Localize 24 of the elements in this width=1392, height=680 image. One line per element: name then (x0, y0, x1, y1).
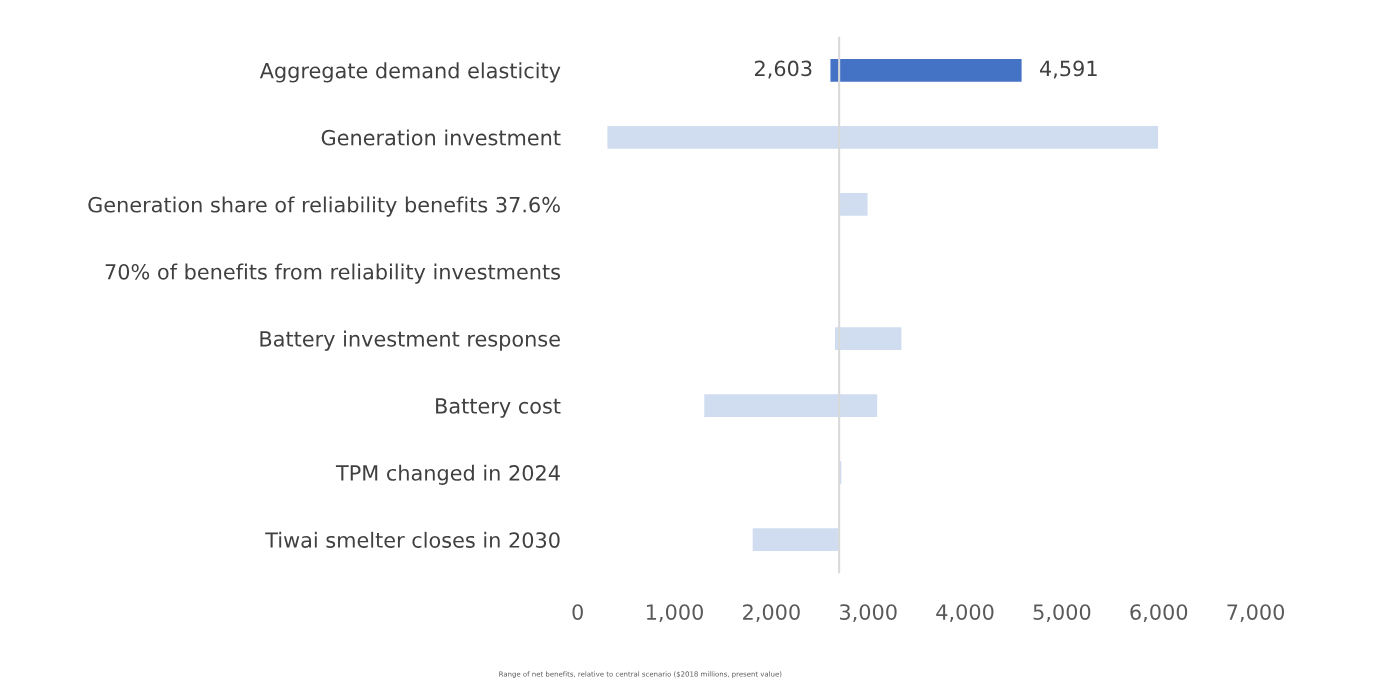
x-tick-label: 4,000 (936, 604, 994, 623)
x-tick-label: 7,000 (1227, 604, 1285, 623)
annotation: 2,603 (754, 60, 812, 79)
y-tick-label: 70% of benefits from reliability investments (105, 263, 560, 284)
annotation: 4,591 (1039, 60, 1097, 79)
bar (838, 191, 869, 218)
bar (606, 124, 1160, 151)
y-tick-label: Battery investment response (260, 330, 560, 351)
y-tick-label: Generation investment (321, 129, 561, 146)
bar (751, 526, 840, 553)
y-tick-label: Tiwai smelter closes in 2030 (265, 531, 560, 548)
x-tick-label: 5,000 (1033, 604, 1091, 623)
x-tick-label: 3,000 (839, 604, 897, 623)
x-tick-label: 6,000 (1130, 604, 1188, 623)
x-tick-label: 2,000 (743, 604, 800, 623)
y-tick-label: Generation share of reliability benefits 37.6% (88, 196, 560, 217)
x-tick-label: 0 (572, 604, 583, 620)
y-tick-label: Aggregate demand elasticity (259, 62, 561, 83)
bar (702, 392, 879, 419)
y-tick-label: Battery cost (436, 398, 561, 418)
y-tick-label: TPM changed in 2024 (335, 464, 560, 485)
bar (833, 325, 903, 352)
x-tick-label: 1,000 (646, 604, 703, 623)
bar (829, 57, 1023, 84)
